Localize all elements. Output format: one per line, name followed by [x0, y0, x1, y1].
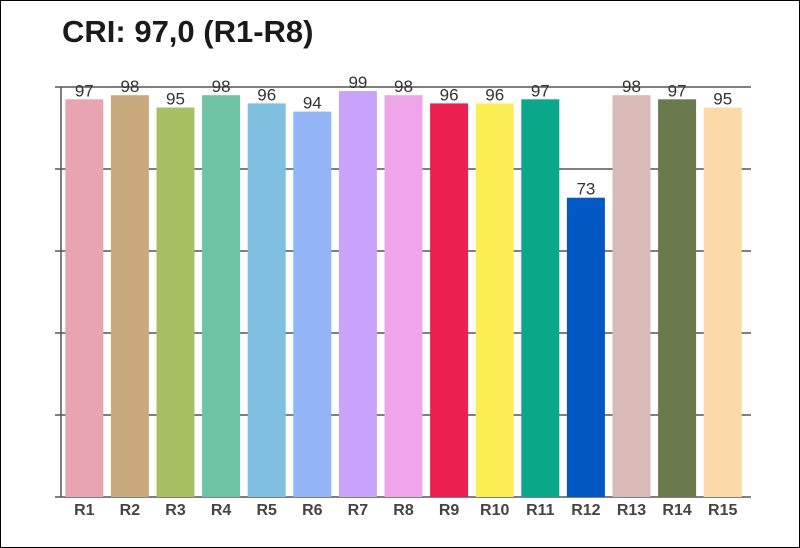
category-label: R9 [439, 502, 460, 519]
category-label: R10 [480, 502, 509, 519]
value-label: 98 [212, 77, 231, 96]
value-label: 98 [120, 77, 139, 96]
bar-r2 [110, 95, 149, 497]
value-label: 95 [166, 90, 185, 109]
value-label: 97 [75, 81, 94, 100]
category-label: R4 [211, 502, 232, 519]
category-label: R8 [393, 502, 414, 519]
value-label: 97 [668, 81, 687, 100]
bar-r3 [156, 107, 195, 497]
bar-r1 [65, 99, 104, 498]
value-label: 95 [713, 90, 732, 109]
category-label: R11 [526, 502, 555, 519]
bar-r7 [338, 91, 377, 497]
bar-r13 [612, 95, 651, 497]
value-label: 98 [394, 77, 413, 96]
category-label: R12 [571, 502, 600, 519]
bar-r15 [703, 107, 742, 497]
category-label: R13 [617, 502, 646, 519]
bar-r4 [202, 95, 241, 497]
category-label: R5 [256, 502, 277, 519]
bar-r5 [247, 103, 286, 498]
category-label: R1 [74, 502, 95, 519]
value-label: 73 [576, 180, 595, 199]
value-labels: 97 98 95 98 96 94 99 98 96 96 97 73 98 97 95 [75, 73, 732, 199]
value-label: 96 [440, 85, 459, 104]
category-label: R3 [165, 502, 186, 519]
category-labels: R1 R2 R3 R4 R5 R6 R7 R8 R9 R10 R11 R12 R13 R14 R15 [74, 502, 737, 519]
category-label: R6 [302, 502, 323, 519]
category-label: R2 [120, 502, 141, 519]
value-label: 96 [257, 85, 276, 104]
category-label: R7 [348, 502, 369, 519]
value-label: 98 [622, 77, 641, 96]
category-label: R15 [708, 502, 737, 519]
bar-r14 [658, 99, 697, 498]
bar-r10 [475, 103, 514, 498]
bar-r11 [521, 99, 560, 498]
value-label: 97 [531, 81, 550, 100]
category-label: R14 [662, 502, 691, 519]
chart-title: CRI: 97,0 (R1-R8) [62, 14, 314, 49]
bar-r8 [384, 95, 423, 497]
value-label: 94 [303, 94, 322, 113]
value-label: 96 [485, 85, 504, 104]
value-label: 99 [348, 73, 367, 92]
bar-r6 [293, 111, 332, 497]
bars [65, 91, 742, 498]
bar-r9 [430, 103, 469, 498]
bar-r12 [566, 197, 605, 497]
